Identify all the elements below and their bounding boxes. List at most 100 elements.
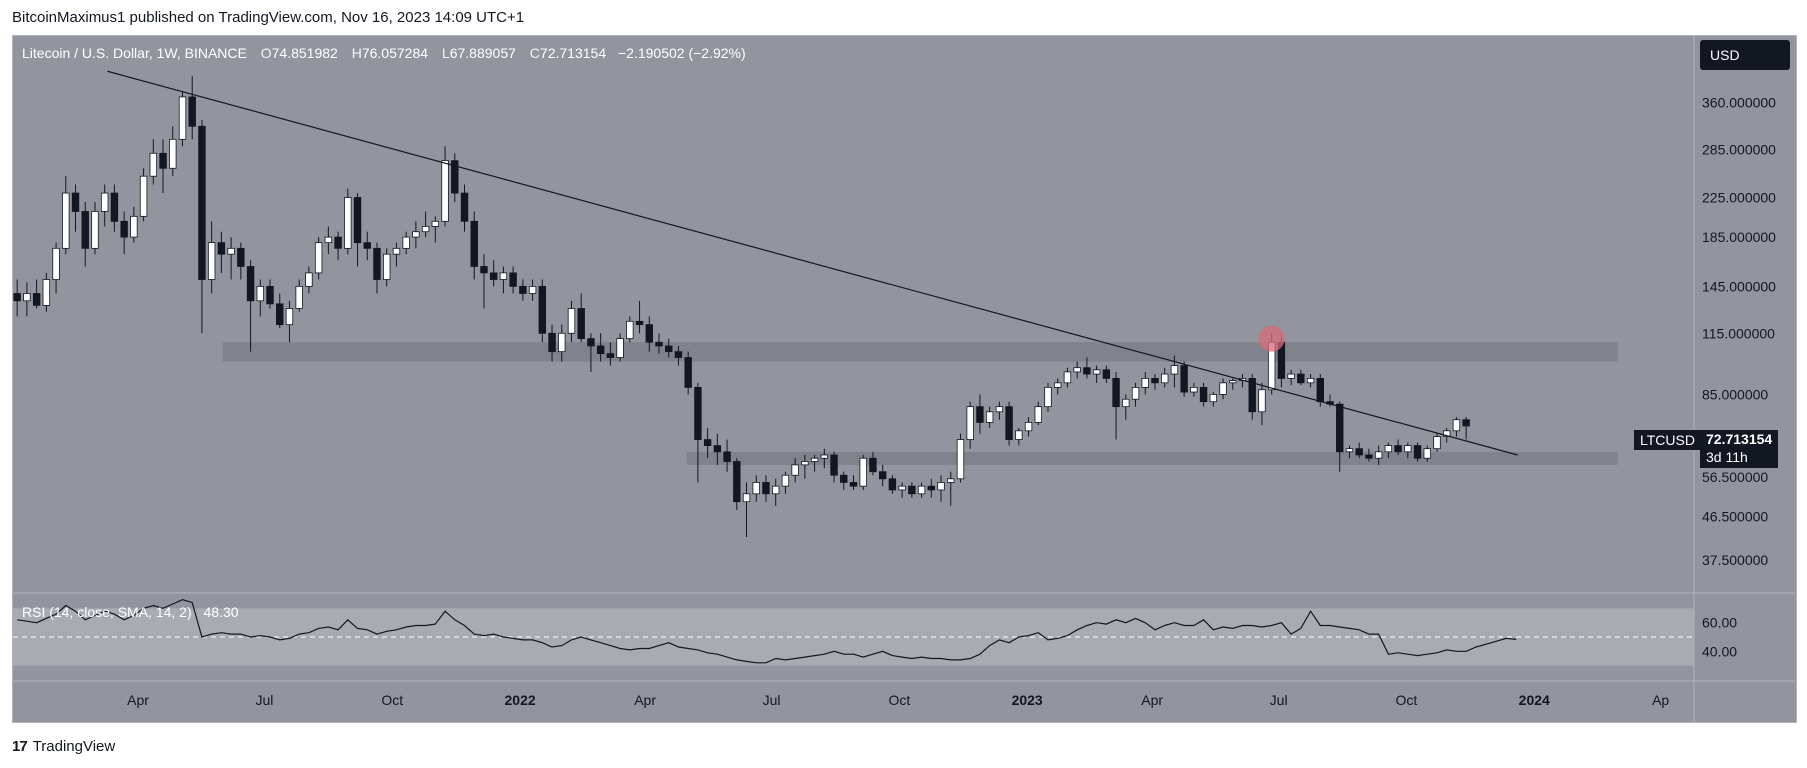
candle: [752, 475, 760, 502]
candle: [198, 120, 206, 334]
candle-body-down: [587, 338, 595, 347]
candle-body-up: [1287, 373, 1295, 379]
candle: [917, 482, 926, 498]
candle-body-down: [353, 197, 362, 244]
candle-body-down: [577, 308, 585, 340]
candle-body-up: [412, 231, 420, 238]
candle-body-up: [1063, 371, 1072, 384]
candle: [1423, 445, 1431, 462]
descending-trendline: [107, 70, 1518, 456]
candle-body-up: [626, 320, 634, 340]
candle-body-up: [528, 285, 537, 294]
candle: [1102, 365, 1111, 383]
candle: [276, 293, 284, 329]
candle: [713, 433, 722, 465]
candle-body-up: [1404, 445, 1412, 453]
time-tick-label: 2022: [505, 692, 536, 708]
candle: [1462, 417, 1470, 440]
candle-body-up: [742, 493, 751, 503]
bar-countdown: 3d 11h: [1706, 449, 1748, 465]
candle-body-down: [927, 485, 936, 491]
candle-body-down: [1365, 454, 1373, 459]
candle-body-down: [1248, 377, 1256, 413]
candle-body-up: [1170, 365, 1179, 375]
candle: [888, 475, 897, 494]
candle: [470, 211, 478, 280]
price-axis: 440.000000360.000000285.000000225.000000…: [1702, 54, 1776, 568]
candle-body-down: [159, 152, 167, 169]
candle: [1180, 361, 1188, 397]
tradingview-brand[interactable]: 17 TradingView: [12, 738, 115, 755]
candle: [1355, 442, 1363, 459]
candle-body-down: [665, 345, 673, 353]
candle-body-down: [674, 351, 683, 358]
rsi-legend: RSI (14, close, SMA, 14, 2) 48.30: [22, 604, 239, 620]
candle-body-down: [266, 285, 274, 305]
candle-body-up: [567, 308, 576, 334]
candle: [587, 333, 595, 372]
price-tick-label: 56.500000: [1702, 469, 1768, 485]
candle-body-up: [947, 478, 955, 483]
brand-name: TradingView: [32, 738, 116, 755]
candle: [489, 260, 498, 287]
candle: [655, 333, 663, 354]
candle: [1112, 371, 1120, 440]
candle: [91, 202, 99, 255]
time-tick-label: Jul: [256, 692, 274, 708]
candle: [1160, 367, 1169, 388]
candle-body-up: [285, 308, 294, 326]
currency-button[interactable]: USD: [1700, 40, 1790, 70]
breakout-highlight: [1258, 325, 1285, 352]
candle: [1209, 392, 1218, 407]
candle-body-down: [276, 303, 284, 326]
time-tick-label: 2023: [1012, 692, 1043, 708]
candle-body-up: [1384, 445, 1393, 453]
candle: [217, 231, 226, 273]
candle: [178, 91, 187, 147]
candle-body-up: [392, 247, 401, 255]
candle-body-down: [703, 439, 712, 446]
candle: [509, 266, 517, 294]
candle-body-up: [402, 236, 410, 249]
price-tick-label: 285.000000: [1702, 142, 1776, 158]
price-tick-label: 37.500000: [1702, 552, 1768, 568]
candle-body-up: [324, 236, 333, 244]
candle-body-up: [1024, 422, 1033, 432]
candle: [1345, 445, 1354, 459]
candle-body-down: [1083, 367, 1091, 375]
candle-body-down: [198, 125, 206, 280]
candle: [1433, 433, 1441, 452]
candle: [285, 300, 294, 343]
candle: [110, 184, 119, 232]
time-tick-label: Apr: [634, 692, 656, 708]
candle: [227, 237, 235, 280]
candle: [976, 394, 984, 434]
candle-body-up: [1433, 436, 1441, 450]
candle-body-down: [635, 320, 644, 326]
candle-body-up: [1443, 430, 1451, 437]
candle-body-down: [1112, 377, 1120, 408]
open-value: 74.851982: [271, 45, 338, 61]
publisher-caption: BitcoinMaximus1 published on TradingView…: [12, 9, 525, 26]
candle: [567, 300, 576, 343]
candle-body-up: [1034, 406, 1042, 423]
candle-body-down: [519, 285, 527, 294]
price-tick-label: 145.000000: [1702, 278, 1776, 294]
candle-body-up: [314, 242, 323, 274]
candle: [1170, 355, 1179, 388]
candle: [81, 202, 89, 267]
candle: [402, 231, 410, 255]
candle-body-up: [859, 457, 867, 487]
candle-body-down: [237, 247, 245, 267]
candle: [139, 168, 148, 222]
candle: [363, 231, 371, 261]
candle-body-up: [995, 406, 1004, 413]
candle-body-down: [451, 160, 459, 194]
candle: [71, 184, 80, 232]
support-zone-1: [222, 342, 1618, 362]
candle: [1248, 374, 1256, 420]
candle-body-up: [1190, 386, 1198, 393]
candle-body-down: [1151, 377, 1159, 384]
candle-body-down: [81, 211, 89, 249]
